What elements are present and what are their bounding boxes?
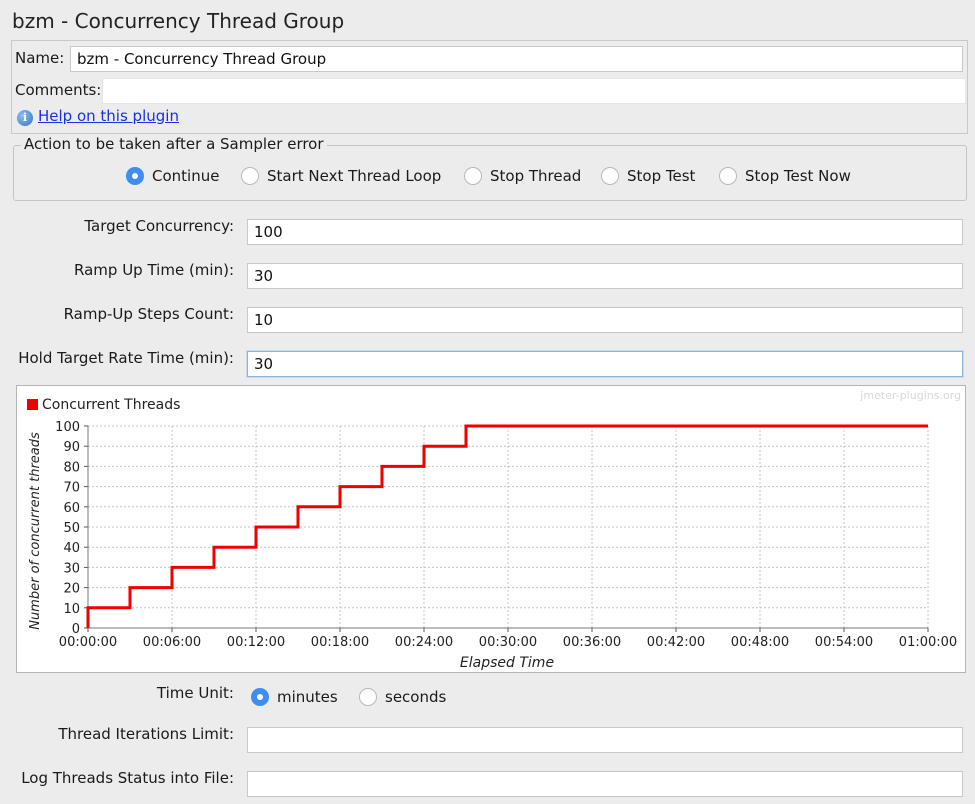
iterations-field[interactable] xyxy=(247,727,963,753)
chart-watermark: jmeter-plugins.org xyxy=(859,389,961,402)
radio-stop-test-now[interactable]: Stop Test Now xyxy=(719,167,851,185)
y-tick-label: 90 xyxy=(63,440,80,455)
radio-continue[interactable]: Continue xyxy=(126,167,219,185)
x-tick-label: 00:54:00 xyxy=(815,635,873,650)
hold-target-label: Hold Target Rate Time (min): xyxy=(18,349,234,367)
radio-stop-test-label: Stop Test xyxy=(627,167,696,185)
ramp-up-steps-field[interactable]: 10 xyxy=(247,307,963,333)
radio-stop-test-now-label: Stop Test Now xyxy=(745,167,851,185)
y-tick-label: 30 xyxy=(63,561,80,576)
page-title: bzm - Concurrency Thread Group xyxy=(12,9,345,33)
comments-label: Comments: xyxy=(15,81,102,99)
radio-stop-thread-indicator[interactable] xyxy=(464,167,482,185)
comments-field[interactable] xyxy=(102,78,966,104)
y-tick-label: 50 xyxy=(63,521,80,536)
legend-label: Concurrent Threads xyxy=(42,397,180,413)
radio-start-next-loop-label: Start Next Thread Loop xyxy=(267,167,442,185)
radio-seconds-label: seconds xyxy=(385,688,447,706)
radio-stop-thread[interactable]: Stop Thread xyxy=(464,167,581,185)
radio-start-next-thread-loop[interactable]: Start Next Thread Loop xyxy=(241,167,441,185)
radio-continue-indicator[interactable] xyxy=(126,167,144,185)
radio-stop-test-now-indicator[interactable] xyxy=(719,167,737,185)
y-tick-label: 80 xyxy=(63,460,80,475)
radio-seconds-indicator[interactable] xyxy=(359,688,377,706)
y-tick-label: 40 xyxy=(63,541,80,556)
target-concurrency-label: Target Concurrency: xyxy=(84,217,234,235)
sampler-error-group xyxy=(13,145,967,201)
radio-stop-test[interactable]: Stop Test xyxy=(601,167,695,185)
x-tick-label: 01:00:00 xyxy=(899,635,957,650)
radio-minutes[interactable]: minutes xyxy=(251,688,338,706)
name-field[interactable]: bzm - Concurrency Thread Group xyxy=(70,46,963,72)
radio-continue-label: Continue xyxy=(152,167,220,185)
chart-svg: jmeter-plugins.org Concurrent Threads 01… xyxy=(27,389,961,671)
x-tick-labels: 00:00:00 00:06:00 00:12:00 00:18:00 00:24:00… xyxy=(59,635,957,650)
ramp-up-label: Ramp Up Time (min): xyxy=(74,261,234,279)
x-tick-label: 00:00:00 xyxy=(59,635,117,650)
hold-target-field[interactable]: 30 xyxy=(247,351,963,377)
x-tick-label: 00:48:00 xyxy=(731,635,789,650)
y-tick-label: 0 xyxy=(72,622,80,637)
y-tick-labels: 0 10 20 30 40 50 60 70 80 90 100 xyxy=(55,420,80,637)
radio-start-next-loop-indicator[interactable] xyxy=(241,167,259,185)
y-tick-label: 60 xyxy=(63,501,80,516)
radio-stop-thread-label: Stop Thread xyxy=(490,167,582,185)
help-link[interactable]: Help on this plugin xyxy=(38,107,179,125)
y-axis-title: Number of concurrent threads xyxy=(28,432,43,630)
series-line xyxy=(86,424,928,628)
x-tick-label: 00:12:00 xyxy=(227,635,285,650)
chart-axes xyxy=(84,425,929,632)
log-file-label: Log Threads Status into File: xyxy=(21,769,234,787)
x-tick-label: 00:30:00 xyxy=(479,635,537,650)
info-icon: i xyxy=(17,110,33,126)
chart-grid xyxy=(88,425,929,628)
legend-swatch xyxy=(27,399,38,410)
y-tick-label: 10 xyxy=(63,602,80,617)
radio-minutes-indicator[interactable] xyxy=(251,688,269,706)
log-file-field[interactable] xyxy=(247,771,963,797)
y-tick-label: 100 xyxy=(55,420,80,435)
sampler-error-legend: Action to be taken after a Sampler error xyxy=(21,135,327,153)
radio-seconds[interactable]: seconds xyxy=(359,688,446,706)
ramp-up-field[interactable]: 30 xyxy=(247,263,963,289)
target-concurrency-field[interactable]: 100 xyxy=(247,219,963,245)
radio-minutes-label: minutes xyxy=(277,688,338,706)
x-tick-label: 00:36:00 xyxy=(563,635,621,650)
y-tick-label: 70 xyxy=(63,481,80,496)
ramp-up-steps-label: Ramp-Up Steps Count: xyxy=(63,305,234,323)
time-unit-label: Time Unit: xyxy=(156,684,234,702)
iterations-label: Thread Iterations Limit: xyxy=(58,725,234,743)
x-tick-label: 00:06:00 xyxy=(143,635,201,650)
radio-stop-test-indicator[interactable] xyxy=(601,167,619,185)
name-label: Name: xyxy=(15,49,65,67)
x-tick-label: 00:42:00 xyxy=(647,635,705,650)
x-axis-title: Elapsed Time xyxy=(460,655,554,671)
x-tick-label: 00:18:00 xyxy=(311,635,369,650)
x-tick-label: 00:24:00 xyxy=(395,635,453,650)
y-tick-label: 20 xyxy=(63,582,80,597)
